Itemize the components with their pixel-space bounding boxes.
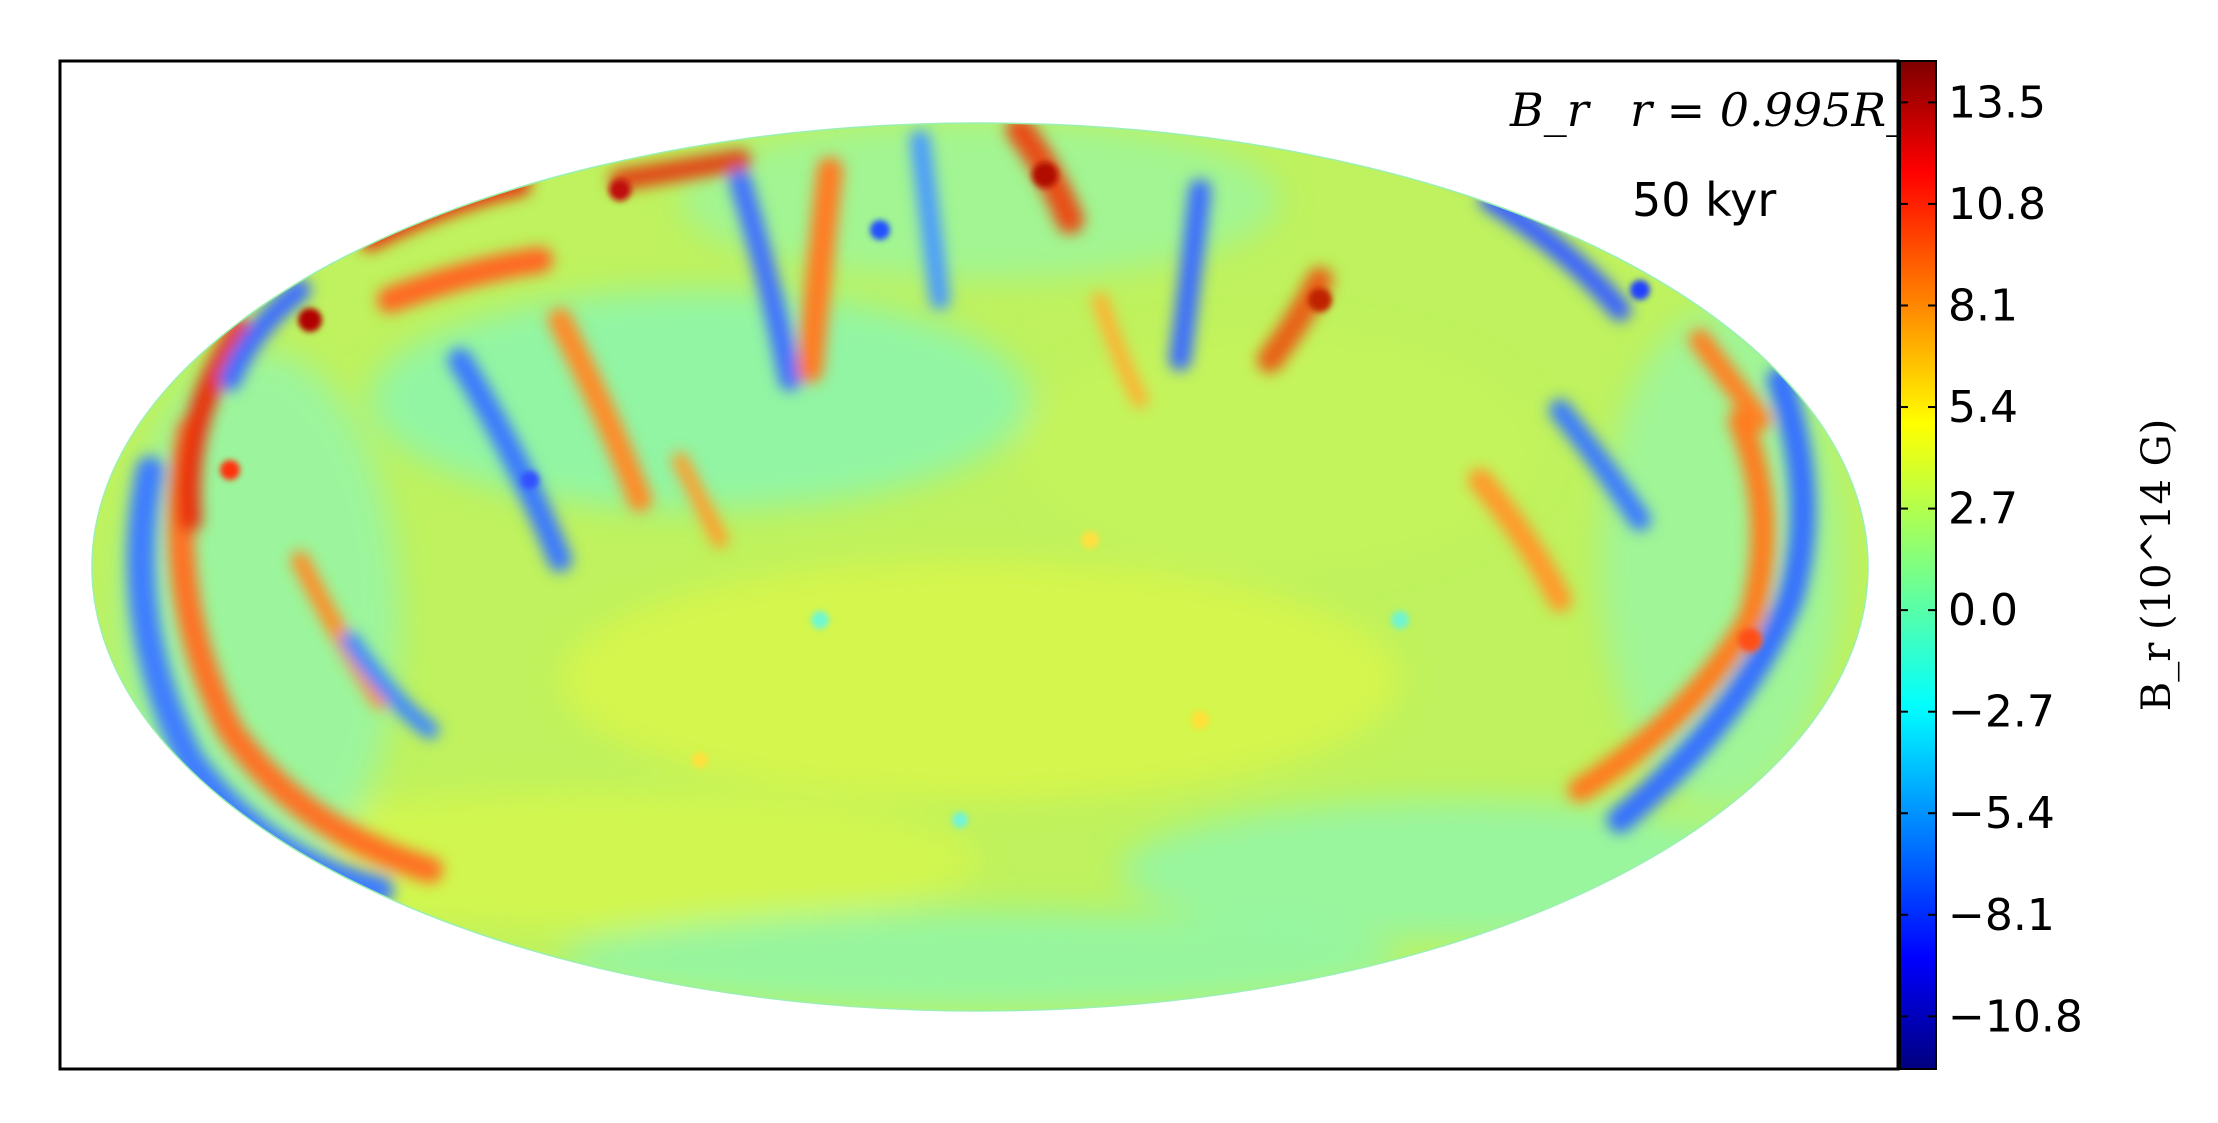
colorbar-ticks: 13.5 10.8 8.1 5.4 2.7 0.0 −2.7 −5.4 −8.1 −10.8 <box>1900 77 2083 1042</box>
map-boundary <box>91 122 1869 1012</box>
colorbar-label: B_r (10^14 G) <box>2134 419 2180 711</box>
colorbar-gradient <box>1899 60 1937 1070</box>
radius-annotation: r = 0.995R_* <box>1630 83 1932 137</box>
colorbar-tick-label: 2.7 <box>1948 484 2018 535</box>
colorbar-tick-label: 8.1 <box>1948 280 2018 331</box>
colorbar-tick-label: 10.8 <box>1948 179 2046 230</box>
colorbar-tick-label: 13.5 <box>1948 77 2046 128</box>
colorbar: 13.5 10.8 8.1 5.4 2.7 0.0 −2.7 −5.4 −8.1 −10.8 B_… <box>1899 60 2180 1070</box>
colorbar-tick-label: 0.0 <box>1948 585 2018 636</box>
colorbar-tick-label: −5.4 <box>1948 788 2055 839</box>
time-annotation: 50 kyr <box>1632 173 1776 227</box>
field-symbol-annotation: B_r <box>1509 83 1592 137</box>
colorbar-tick-label: −2.7 <box>1948 687 2055 738</box>
colorbar-tick-label: 5.4 <box>1948 382 2018 433</box>
mollweide-heatmap <box>92 123 1868 1011</box>
colorbar-tick-label: −10.8 <box>1948 991 2083 1042</box>
colorbar-tick-label: −8.1 <box>1948 890 2055 941</box>
